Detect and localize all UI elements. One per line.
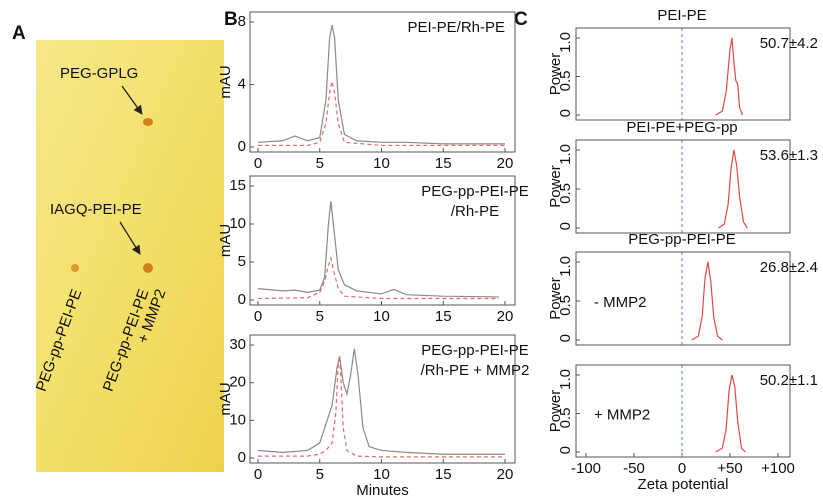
plot-title: PEG-pp-PEI-PE bbox=[421, 183, 529, 200]
data-line bbox=[257, 201, 499, 298]
y-tick-label: 0.5 bbox=[557, 295, 574, 316]
plot-frame bbox=[575, 139, 791, 234]
x-tick-label: +50 bbox=[717, 460, 742, 477]
panel-label: C bbox=[514, 9, 528, 30]
y-axis-label: Power bbox=[547, 277, 564, 320]
arrow bbox=[119, 221, 141, 255]
data-line bbox=[258, 356, 505, 458]
x-tick-label: 20 bbox=[497, 308, 514, 325]
data-line bbox=[715, 374, 746, 453]
y-tick-label: 4 bbox=[238, 75, 246, 92]
inner-label: - MMP2 bbox=[594, 294, 647, 311]
plot-frame bbox=[575, 364, 791, 458]
arrow bbox=[121, 85, 143, 115]
y-tick-label: 1.0 bbox=[557, 144, 574, 165]
value-text: 50.2±1.1 bbox=[760, 372, 818, 389]
x-tick-label: -100 bbox=[571, 460, 601, 477]
x-tick-label: 5 bbox=[316, 308, 324, 325]
tlc-plate: PEG-GPLG IAGQ-PEI-PE PEG-pp-PEI-PE PEG-p… bbox=[33, 40, 224, 472]
annotation: IAGQ-PEI-PE bbox=[50, 201, 142, 218]
y-tick-label: 0.5 bbox=[557, 71, 574, 92]
x-tick-label: 0 bbox=[254, 308, 262, 325]
y-tick-label: 8 bbox=[238, 13, 246, 30]
data-line bbox=[257, 25, 505, 145]
y-tick-label: 30 bbox=[229, 336, 246, 353]
y-tick-label: 15 bbox=[229, 177, 246, 194]
x-tick-label: 0 bbox=[678, 460, 686, 477]
y-tick-label: 0 bbox=[238, 138, 246, 155]
data-line bbox=[715, 37, 744, 116]
data-line bbox=[691, 261, 723, 341]
y-tick-label: 10 bbox=[229, 215, 246, 232]
x-tick-label: +100 bbox=[761, 460, 795, 477]
spot bbox=[71, 264, 79, 272]
y-tick-label: 0 bbox=[557, 446, 574, 454]
data-line bbox=[258, 81, 505, 147]
plot-frame bbox=[575, 27, 791, 121]
plot-title: PEI-PE/Rh-PE bbox=[407, 19, 505, 36]
plot-title: PEI-PE+PEG-pp bbox=[626, 119, 737, 136]
plot-title: PEG-pp-PEI-PE bbox=[628, 231, 736, 248]
inner-label: + MMP2 bbox=[594, 406, 650, 423]
y-tick-label: 0 bbox=[557, 109, 574, 117]
x-tick-label: 10 bbox=[373, 308, 390, 325]
y-axis-label: Power bbox=[547, 53, 564, 96]
panel-label: A bbox=[12, 23, 26, 44]
x-tick-label: 5 bbox=[316, 466, 324, 483]
y-axis-label: Power bbox=[547, 165, 564, 208]
x-axis-label: Zeta potential bbox=[638, 476, 729, 493]
y-tick-label: 20 bbox=[229, 374, 246, 391]
plot-title: /Rh-PE + MMP2 bbox=[421, 362, 530, 379]
plot-title: PEG-pp-PEI-PE bbox=[421, 342, 529, 359]
y-axis-label: mAU bbox=[217, 224, 234, 257]
x-tick-label: 15 bbox=[435, 466, 452, 483]
x-tick-label: -50 bbox=[623, 460, 645, 477]
y-tick-label: 1.0 bbox=[557, 32, 574, 53]
plot-frame bbox=[249, 11, 516, 153]
plot-frame bbox=[249, 175, 516, 306]
annotation: PEG-GPLG bbox=[60, 65, 138, 82]
x-tick-label: 15 bbox=[435, 308, 452, 325]
y-axis-label: mAU bbox=[217, 65, 234, 98]
value-text: 50.7±4.2 bbox=[760, 35, 818, 52]
y-axis-label: Power bbox=[547, 390, 564, 433]
plot-frame bbox=[249, 334, 516, 464]
value-text: 26.8±2.4 bbox=[760, 259, 818, 276]
plot-frame bbox=[575, 251, 791, 346]
y-tick-label: 0.5 bbox=[557, 408, 574, 429]
x-tick-label: 15 bbox=[435, 155, 452, 172]
y-axis-label: mAU bbox=[217, 382, 234, 415]
y-tick-label: 1.0 bbox=[557, 256, 574, 277]
x-axis-label: Minutes bbox=[356, 482, 409, 498]
x-tick-label: 0 bbox=[254, 155, 262, 172]
y-tick-label: 5 bbox=[238, 253, 246, 270]
y-tick-label: 0 bbox=[557, 222, 574, 230]
x-tick-label: 20 bbox=[497, 155, 514, 172]
x-tick-label: 5 bbox=[316, 155, 324, 172]
y-tick-label: 10 bbox=[229, 411, 246, 428]
x-tick-label: 10 bbox=[373, 466, 390, 483]
x-tick-label: 0 bbox=[254, 466, 262, 483]
x-tick-label: 20 bbox=[497, 466, 514, 483]
y-tick-label: 0.5 bbox=[557, 183, 574, 204]
plate-photo bbox=[36, 40, 224, 472]
value-text: 53.6±1.3 bbox=[760, 147, 818, 164]
data-line bbox=[257, 348, 505, 455]
y-tick-label: 0 bbox=[238, 449, 246, 466]
x-tick-label: 10 bbox=[373, 155, 390, 172]
y-tick-label: 0 bbox=[557, 334, 574, 342]
data-line bbox=[257, 255, 499, 300]
plot-title: /Rh-PE bbox=[451, 203, 499, 220]
panel-label: B bbox=[224, 9, 238, 30]
y-tick-label: 0 bbox=[238, 291, 246, 308]
y-tick-label: 1.0 bbox=[557, 369, 574, 390]
spot bbox=[143, 263, 153, 273]
plot-title: PEI-PE bbox=[657, 7, 706, 24]
spot bbox=[143, 118, 153, 126]
data-line bbox=[718, 149, 748, 229]
